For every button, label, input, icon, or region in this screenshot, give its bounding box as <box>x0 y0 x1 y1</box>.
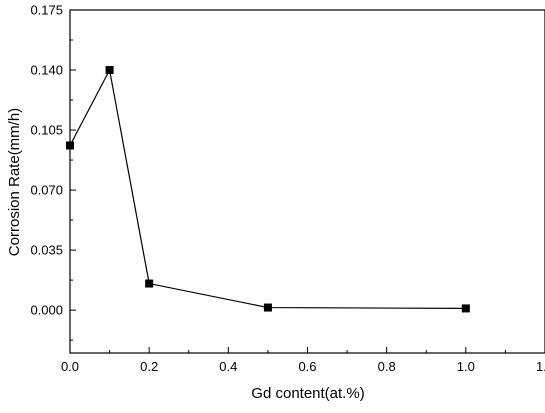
y-tick-label: 0.035 <box>30 243 63 258</box>
y-tick-label: 0.070 <box>30 183 63 198</box>
y-tick-label: 0.000 <box>30 303 63 318</box>
y-tick-label: 0.175 <box>30 3 63 18</box>
x-tick-label: 0.6 <box>298 359 316 374</box>
x-tick-label: 0.2 <box>140 359 158 374</box>
data-point <box>105 66 114 75</box>
x-tick-label: 0.4 <box>219 359 237 374</box>
x-axis: 0.0 0.2 0.4 0.6 0.8 1.0 1.2 <box>61 347 545 374</box>
data-point <box>461 304 470 313</box>
y-axis-title: Corrosion Rate(mm/h) <box>6 108 23 256</box>
series-layer <box>66 66 470 313</box>
x-tick-label: 1.2 <box>536 359 545 374</box>
plot-frame <box>69 9 545 354</box>
y-axis: 0.000 0.035 0.070 0.105 0.140 0.175 <box>30 3 76 341</box>
data-point <box>66 141 74 150</box>
y-tick-label: 0.140 <box>30 63 63 78</box>
x-tick-label: 1.0 <box>457 359 475 374</box>
y-tick-label: 0.105 <box>30 123 63 138</box>
series-line <box>69 68 466 310</box>
x-tick-label: 0.8 <box>378 359 396 374</box>
data-point <box>145 279 154 288</box>
data-point <box>263 303 272 312</box>
x-axis-title: Gd content(at.%) <box>251 385 364 402</box>
x-tick-label: 0.0 <box>61 359 79 374</box>
